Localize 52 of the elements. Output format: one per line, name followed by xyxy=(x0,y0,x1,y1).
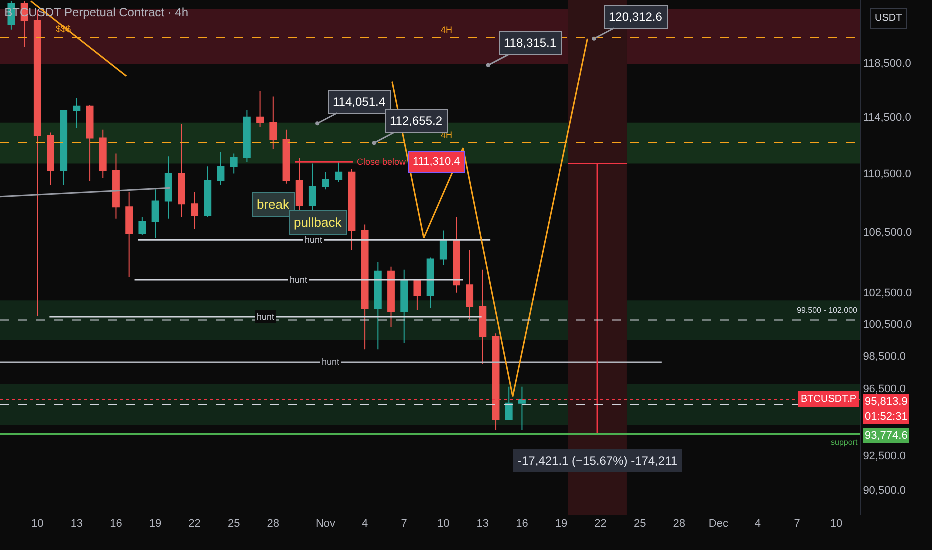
x-tick-label: 22 xyxy=(594,518,607,530)
annotation: pullback xyxy=(294,215,342,230)
x-tick-label: 25 xyxy=(634,518,646,530)
x-tick-label: 25 xyxy=(228,518,240,530)
band-label: 99.500 - 102.000 xyxy=(797,306,858,315)
y-tick-label: 110,500.0 xyxy=(863,168,912,181)
ref-line-label: 4H xyxy=(441,25,453,35)
annotation: 118,315.1 xyxy=(504,36,557,50)
y-tick-label: 98,500.0 xyxy=(863,350,906,363)
x-tick-label: 7 xyxy=(401,518,408,530)
x-tick-label: 10 xyxy=(830,518,843,530)
text: 95,813.9 xyxy=(865,396,908,408)
x-tick-label: Nov xyxy=(316,518,336,530)
y-tick-label: 90,500.0 xyxy=(863,485,906,498)
series-label: Close below xyxy=(357,157,407,167)
ref-line-label: BTCUSDT.P xyxy=(801,394,857,405)
y-tick-label: 118,500.0 xyxy=(863,58,912,70)
y-tick-label: 114,500.0 xyxy=(863,112,912,124)
annotation: 120,312.6 xyxy=(609,10,663,24)
series-label: hunt xyxy=(257,312,276,322)
x-tick-label: 28 xyxy=(267,518,280,530)
x-tick-label: Dec xyxy=(708,518,729,530)
x-tick-label: 10 xyxy=(32,518,44,530)
y-tick-label: 100,500.0 xyxy=(863,318,912,331)
annotation: 114,051.4 xyxy=(333,95,386,109)
y-tick-label: 92,500.0 xyxy=(863,450,906,462)
x-tick-label: 13 xyxy=(70,518,84,530)
x-tick-label: 4 xyxy=(362,518,368,530)
x-tick-label: 16 xyxy=(516,518,528,530)
ref-line-label: support xyxy=(831,438,858,447)
text: 93,774.6 xyxy=(865,430,908,442)
annotation: -17,421.1 (−15.67%) -174,211 xyxy=(518,454,678,468)
series-label: hunt xyxy=(290,275,308,285)
x-tick-label: 22 xyxy=(188,518,201,530)
y-tick-label: 106,500.0 xyxy=(863,227,912,240)
x-tick-label: 13 xyxy=(476,518,490,530)
x-tick-label: 10 xyxy=(438,518,450,530)
series-label: hunt xyxy=(305,235,324,245)
y-axis-title: USDT xyxy=(875,13,902,24)
x-tick-label: 28 xyxy=(673,518,686,530)
x-tick-label: 19 xyxy=(149,518,162,530)
annotation: break xyxy=(257,197,290,212)
series-label: hunt xyxy=(322,357,340,367)
annotation: 111,310.4 xyxy=(413,156,460,168)
text: 01:52:31 xyxy=(865,411,908,423)
x-tick-label: 16 xyxy=(110,518,122,530)
x-tick-label: 4 xyxy=(754,518,762,530)
x-tick-label: 19 xyxy=(555,518,568,530)
y-tick-label: 96,500.0 xyxy=(863,383,906,396)
y-tick-label: 102,500.0 xyxy=(863,288,912,300)
annotation: 112,655.2 xyxy=(390,114,443,128)
x-tick-label: 7 xyxy=(794,518,800,530)
